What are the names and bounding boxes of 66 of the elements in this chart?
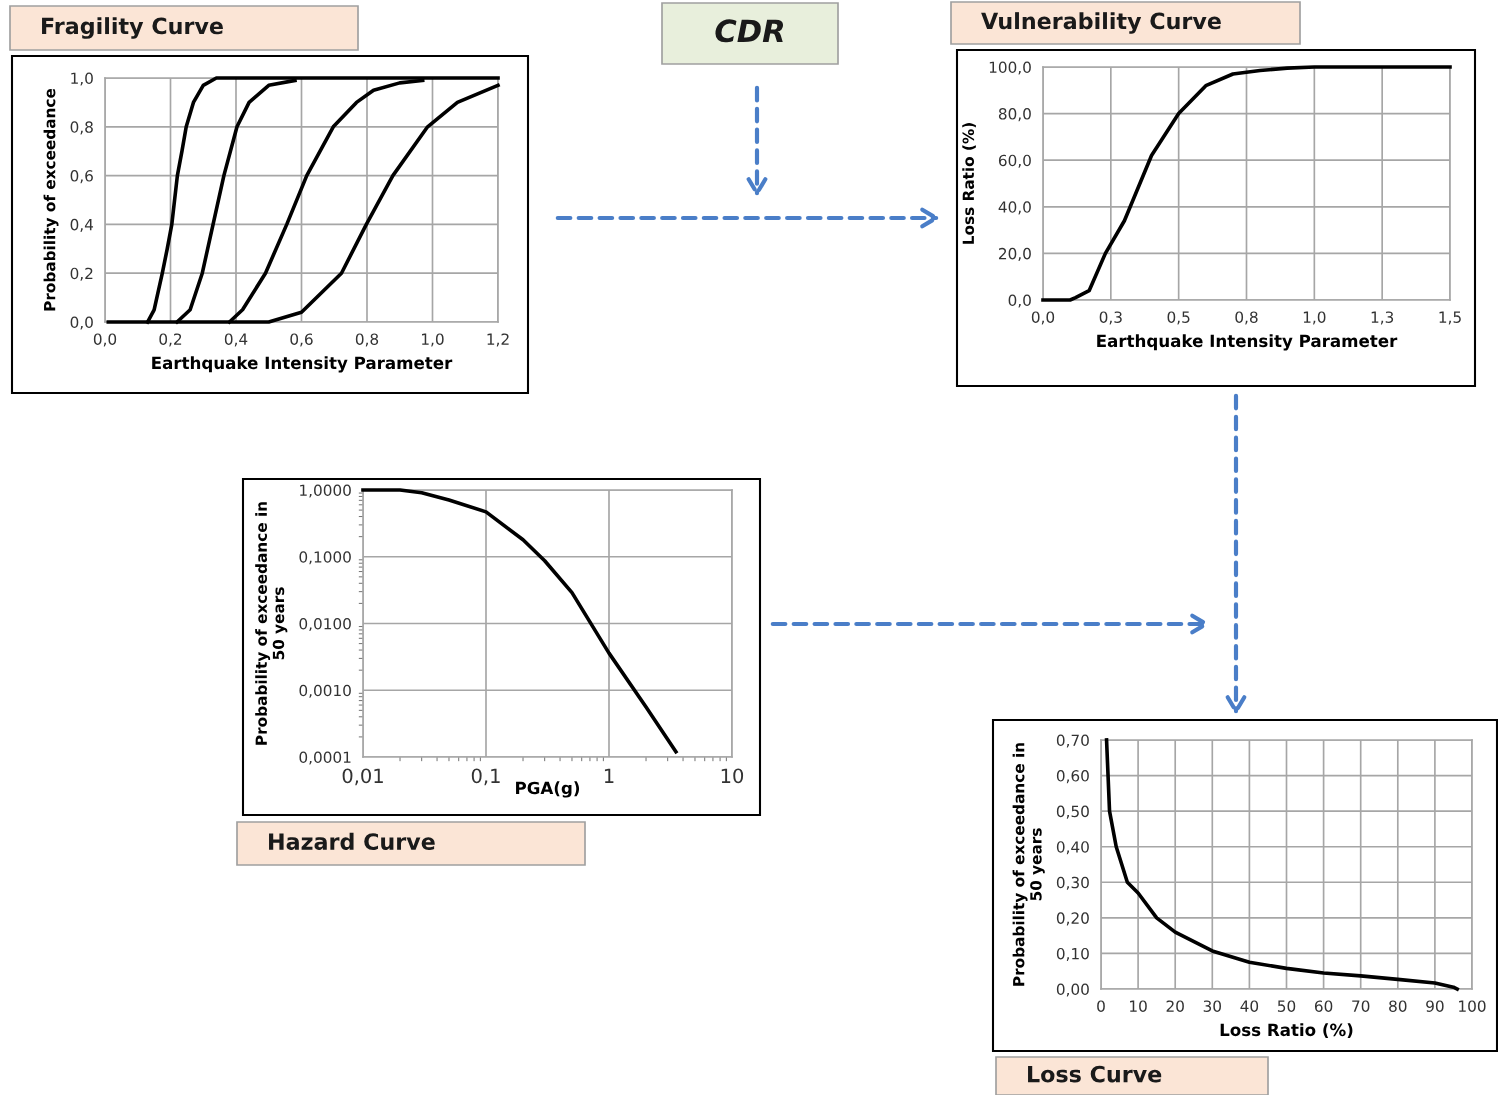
x-tick-label: 0,0 xyxy=(1031,311,1055,325)
y-tick-label: 40,0 xyxy=(998,201,1031,215)
x-tick-label: 10 xyxy=(721,768,744,784)
x-tick-label: 0 xyxy=(1097,1000,1105,1012)
x-tick-label: 100 xyxy=(1459,1000,1486,1012)
y-tick-label: 0,8 xyxy=(70,121,93,135)
x-tick-label: 0,4 xyxy=(224,333,248,347)
x-tick-label: 80 xyxy=(1389,1000,1407,1012)
x-tick-label: 1,2 xyxy=(487,333,509,347)
x-tick-label: 1 xyxy=(604,768,614,783)
y-axis-title: Probability of exceedance xyxy=(43,88,59,311)
x-axis-title: Loss Ratio (%) xyxy=(1220,1023,1353,1039)
x-tick-label: 0,8 xyxy=(355,333,379,347)
y-tick-label: 1,0000 xyxy=(300,484,351,498)
y-tick-label: 0,50 xyxy=(1056,805,1089,819)
y-tick-label: 0,1000 xyxy=(299,551,351,565)
y-tick-label: 0,10 xyxy=(1056,947,1089,962)
x-tick-label: 40 xyxy=(1240,1000,1259,1012)
x-tick-label: 1,0 xyxy=(1303,311,1326,325)
y-tick-label: 0,0001 xyxy=(299,751,351,765)
text: Loss Curve xyxy=(1028,1065,1162,1083)
y-tick-label: 0,40 xyxy=(1056,841,1089,855)
y-tick-label: 0,0010 xyxy=(299,684,351,698)
y-tick-label: 80,0 xyxy=(998,108,1031,122)
x-tick-label: 20 xyxy=(1166,1000,1184,1012)
y-tick-label: 0,60 xyxy=(1056,770,1089,784)
y-axis-title: Probability of exceedance in 50 years xyxy=(1012,743,1045,986)
x-tick-label: 10 xyxy=(1130,1000,1147,1012)
x-tick-label: 30 xyxy=(1203,1000,1222,1012)
x-axis-title: Earthquake Intensity Parameter xyxy=(152,356,453,373)
x-tick-label: 0,6 xyxy=(290,333,313,347)
y-tick-label: 0,4 xyxy=(70,218,94,232)
y-tick-label: 0,6 xyxy=(70,170,93,184)
x-tick-label: 50 xyxy=(1277,1000,1296,1012)
x-tick-label: 0,1 xyxy=(471,768,500,786)
y-tick-label: 0,2 xyxy=(70,267,93,281)
x-tick-label: 0,5 xyxy=(1167,311,1190,325)
y-tick-label: 0,0100 xyxy=(299,617,351,632)
x-tick-label: 60 xyxy=(1314,1000,1333,1012)
y-tick-label: 0,70 xyxy=(1056,734,1089,748)
chart-title: Vulnerability Curve xyxy=(981,12,1221,34)
y-tick-label: 0,00 xyxy=(1056,983,1089,997)
y-axis-title: Probability of exceedance in 50 years xyxy=(255,502,288,745)
y-axis-title: Loss Ratio (%) xyxy=(962,123,976,244)
x-tick-label: 0,0 xyxy=(93,333,117,347)
y-tick-label: 60,0 xyxy=(998,154,1031,168)
x-tick-label: 0,2 xyxy=(159,333,182,347)
text: Hazard Curve xyxy=(269,832,435,850)
x-tick-label: 1,3 xyxy=(1371,311,1394,325)
y-tick-label: 1,0 xyxy=(71,72,93,86)
x-tick-label: 0,8 xyxy=(1235,311,1258,325)
chart-title: Fragility Curve xyxy=(42,17,223,39)
x-axis-title: PGA(g) xyxy=(516,781,580,798)
x-axis-title: Earthquake Intensity Parameter xyxy=(1097,334,1398,351)
y-tick-label: 0,0 xyxy=(1008,294,1031,308)
y-tick-label: 100,0 xyxy=(989,61,1031,75)
y-tick-label: 0,20 xyxy=(1056,912,1089,926)
x-tick-label: 0,01 xyxy=(342,768,383,786)
x-tick-label: 0,3 xyxy=(1099,311,1122,325)
x-tick-label: 1,5 xyxy=(1439,311,1461,325)
y-tick-label: 20,0 xyxy=(998,247,1031,261)
y-tick-label: 0,30 xyxy=(1056,876,1089,890)
x-tick-label: 1,0 xyxy=(422,333,444,347)
x-tick-label: 70 xyxy=(1352,1000,1370,1012)
x-tick-label: 90 xyxy=(1426,1000,1444,1012)
text: CDR xyxy=(715,19,784,43)
